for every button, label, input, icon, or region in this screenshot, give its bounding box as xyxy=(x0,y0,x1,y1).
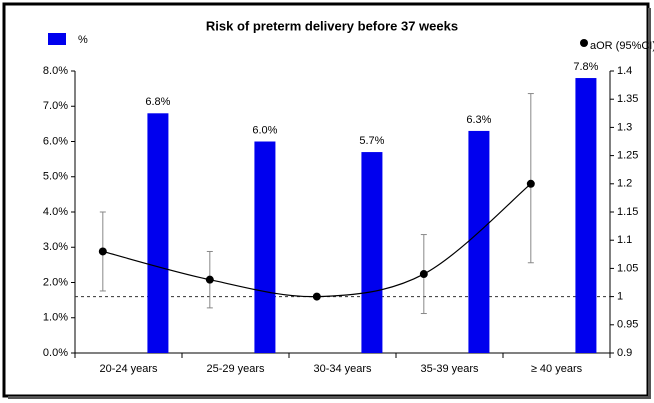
y2-tick-label: 1.1 xyxy=(617,234,632,246)
point xyxy=(312,292,321,301)
y-tick-label: 5.0% xyxy=(43,171,68,183)
bar xyxy=(361,152,383,353)
y2-tick-label: 0.95 xyxy=(617,319,638,331)
data-label: 6.3% xyxy=(466,114,491,126)
legend-swatch xyxy=(48,33,66,45)
x-tick-label: 20-24 years xyxy=(99,363,158,375)
y2-tick-label: 1.35 xyxy=(617,93,638,105)
y-tick-label: 2.0% xyxy=(43,276,68,288)
y-tick-label: 4.0% xyxy=(43,206,68,218)
data-label: 7.8% xyxy=(573,61,598,73)
bar xyxy=(468,130,490,353)
y2-tick-label: 1.15 xyxy=(617,206,638,218)
bar xyxy=(147,113,169,353)
y-tick-label: 0.0% xyxy=(43,347,68,359)
bar xyxy=(254,141,276,353)
x-tick-label: 25-29 years xyxy=(206,363,265,375)
y2-tick-label: 1.05 xyxy=(617,262,638,274)
data-label: 5.7% xyxy=(359,135,384,147)
data-label: 6.8% xyxy=(145,96,170,108)
legend-swatch xyxy=(580,39,588,47)
point xyxy=(419,270,428,279)
point xyxy=(98,247,107,256)
x-tick-label: ≥ 40 years xyxy=(531,363,583,375)
y2-tick-label: 1.4 xyxy=(617,65,632,77)
y2-tick-label: 1.25 xyxy=(617,150,638,162)
legend-label: aOR (95%CI) xyxy=(590,40,654,52)
y-tick-label: 8.0% xyxy=(43,65,68,77)
y-tick-label: 7.0% xyxy=(43,100,68,112)
y2-tick-label: 1.2 xyxy=(617,178,632,190)
frame xyxy=(2,2,650,398)
data-label: 6.0% xyxy=(252,124,277,136)
y-tick-label: 1.0% xyxy=(43,312,68,324)
point xyxy=(526,179,535,188)
bar xyxy=(575,78,597,354)
y2-tick-label: 0.9 xyxy=(617,347,632,359)
x-tick-label: 35-39 years xyxy=(420,363,479,375)
frame-shadow xyxy=(648,8,651,399)
x-tick-label: 30-34 years xyxy=(313,363,372,375)
legend-label: % xyxy=(78,34,88,46)
chart-title: Risk of preterm delivery before 37 weeks xyxy=(206,18,458,33)
y-tick-label: 6.0% xyxy=(43,135,68,147)
y-tick-label: 3.0% xyxy=(43,241,68,253)
y2-tick-label: 1 xyxy=(617,291,623,303)
frame-shadow xyxy=(8,396,651,399)
point xyxy=(205,275,214,284)
y2-tick-label: 1.3 xyxy=(617,121,632,133)
